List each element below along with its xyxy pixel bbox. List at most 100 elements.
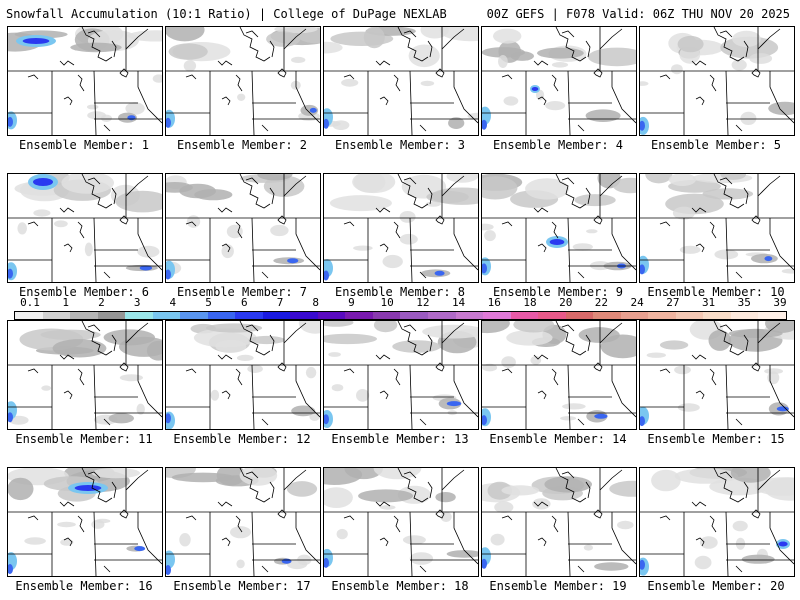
ensemble-member-label: Ensemble Member: 8 <box>334 285 466 299</box>
colorbar-segment <box>15 312 43 319</box>
colorbar-tick-label: 8 <box>312 296 320 309</box>
snowfall-map-graphic <box>166 174 320 282</box>
ensemble-member-map <box>323 26 479 136</box>
colorbar-segment <box>427 312 456 319</box>
colorbar-tick-label: 6 <box>240 296 248 309</box>
ensemble-member-label: Ensemble Member: 17 <box>173 579 311 593</box>
colorbar-tick-label: 9 <box>348 296 355 309</box>
ensemble-member-label: Ensemble Member: 12 <box>173 432 311 446</box>
snowfall-map-graphic <box>482 27 636 135</box>
ensemble-member-label: Ensemble Member: 9 <box>492 285 624 299</box>
map-title: Snowfall Accumulation (10:1 Ratio) | Col… <box>6 7 447 21</box>
colorbar-segment <box>42 312 71 319</box>
ensemble-member-map <box>7 320 163 430</box>
colorbar-tick-label: 31 <box>701 296 716 309</box>
snowfall-map-graphic <box>640 321 794 429</box>
colorbar-segment <box>675 312 704 319</box>
colorbar-tick-label: 18 <box>523 296 537 309</box>
colorbar-segment <box>538 312 566 319</box>
snowfall-map-graphic <box>8 321 162 429</box>
colorbar-segment <box>262 312 291 319</box>
colorbar-segment <box>235 312 263 319</box>
snowfall-map-graphic <box>166 27 320 135</box>
snowfall-map-graphic <box>324 468 478 576</box>
colorbar-tick-label: 24 <box>630 296 644 309</box>
snowfall-map-graphic <box>324 27 478 135</box>
ensemble-member-map <box>481 320 637 430</box>
colorbar-segment <box>317 312 346 319</box>
colorbar-tick-label: 16 <box>487 296 501 309</box>
colorbar-tick-label: 2 <box>98 296 105 309</box>
snowfall-map-graphic <box>324 174 478 282</box>
colorbar-segment <box>703 312 731 319</box>
colorbar-tick-label: 4 <box>169 296 177 309</box>
colorbar-segment <box>620 312 649 319</box>
ensemble-member-label: Ensemble Member: 4 <box>492 138 624 152</box>
colorbar-segment <box>345 312 373 319</box>
colorbar-segment <box>372 312 401 319</box>
snowfall-map-graphic <box>482 174 636 282</box>
colorbar-segment <box>125 312 153 319</box>
colorbar-segment <box>97 312 126 319</box>
colorbar-segment <box>483 312 511 319</box>
colorbar-labels: 0.1 1 2 3 4 5 6 7 8 9 10 12 14 16 18 20 22 24 27 31 35 39 <box>14 296 787 310</box>
colorbar-segment <box>152 312 181 319</box>
ensemble-member-map <box>639 26 795 136</box>
ensemble-member-label: Ensemble Member: 14 <box>489 432 627 446</box>
ensemble-member-label: Ensemble Member: 11 <box>15 432 153 446</box>
snowfall-map-graphic <box>166 468 320 576</box>
colorbar-tick-label: 7 <box>276 296 284 309</box>
ensemble-member-map <box>481 26 637 136</box>
colorbar-segment <box>400 312 428 319</box>
ensemble-member-map <box>639 173 795 283</box>
colorbar-tick-label: 1 <box>62 296 70 309</box>
snowfall-map-graphic <box>482 468 636 576</box>
colorbar-tick-label: 0.1 <box>20 296 40 309</box>
ensemble-member-label: Ensemble Member: 6 <box>18 285 150 299</box>
colorbar-segment <box>70 312 98 319</box>
colorbar-segment <box>290 312 318 319</box>
ensemble-member-map <box>639 320 795 430</box>
colorbar-segment <box>510 312 539 319</box>
snowfall-map-graphic <box>8 468 162 576</box>
colorbar-segment <box>565 312 594 319</box>
ensemble-member-map <box>165 320 321 430</box>
colorbar-tick-label: 10 <box>380 296 394 309</box>
snowfall-map-graphic <box>482 321 636 429</box>
ensemble-member-map <box>7 26 163 136</box>
colorbar-tick-label: 14 <box>451 296 466 309</box>
ensemble-member-label: Ensemble Member: 1 <box>18 138 150 152</box>
colorbar-tick-label: 22 <box>594 296 609 309</box>
ensemble-member-label: Ensemble Member: 2 <box>176 138 308 152</box>
snowfall-map-graphic <box>640 174 794 282</box>
colorbar-segment <box>593 312 621 319</box>
ensemble-member-label: Ensemble Member: 15 <box>647 432 785 446</box>
run-valid-time: 00Z GEFS | F078 Valid: 06Z THU NOV 20 20… <box>486 7 790 21</box>
ensemble-member-map <box>165 173 321 283</box>
snowfall-map-graphic <box>640 27 794 135</box>
ensemble-member-label: Ensemble Member: 13 <box>331 432 469 446</box>
ensemble-member-map <box>323 467 479 577</box>
colorbar-segment <box>180 312 208 319</box>
ensemble-member-label: Ensemble Member: 16 <box>15 579 153 593</box>
snowfall-map-graphic <box>8 27 162 135</box>
ensemble-member-map <box>165 26 321 136</box>
colorbar-tick-label: 35 <box>737 296 751 309</box>
colorbar-tick-label: 20 <box>559 296 573 309</box>
colorbar-segment <box>207 312 236 319</box>
ensemble-member-map <box>481 173 637 283</box>
colorbar-segment <box>455 312 484 319</box>
colorbar-segment <box>730 312 759 319</box>
colorbar-tick-label: 39 <box>773 296 787 309</box>
ensemble-member-map <box>481 467 637 577</box>
ensemble-member-map <box>7 467 163 577</box>
snowfall-map-graphic <box>640 468 794 576</box>
ensemble-member-label: Ensemble Member: 19 <box>489 579 627 593</box>
ensemble-member-map <box>323 320 479 430</box>
ensemble-member-map <box>323 173 479 283</box>
colorbar-segment <box>648 312 676 319</box>
ensemble-member-label: Ensemble Member: 18 <box>331 579 469 593</box>
ensemble-member-map <box>165 467 321 577</box>
colorbar-tick-label: 12 <box>416 296 430 309</box>
ensemble-member-label: Ensemble Member: 5 <box>650 138 782 152</box>
